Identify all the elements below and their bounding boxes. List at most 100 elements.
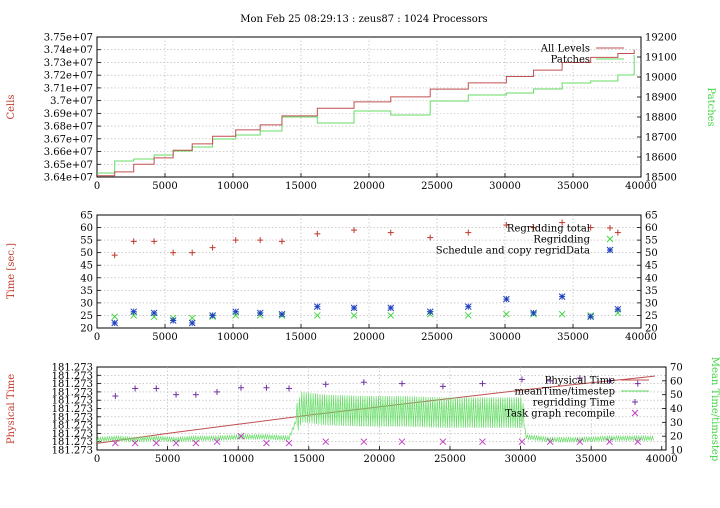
point-regridding-total [278, 238, 285, 245]
legend-label: regridding Time [533, 398, 615, 409]
point-task-graph [285, 439, 293, 447]
x-tick-label: 0 [94, 181, 100, 192]
point-schedule-copy-d2 [111, 319, 119, 327]
y2-tick-label: 10 [670, 446, 683, 457]
y-tick-label: 181.273 [52, 421, 93, 432]
panel-physical-time: 0 5000 10000 15000 20000 25000 30000 35000 40000… [6, 357, 720, 465]
legend-marker [607, 225, 613, 231]
y-tick-label: 25 [80, 311, 93, 322]
point-regridding-total [530, 224, 537, 231]
point-regridding-time [322, 381, 329, 388]
point-schedule-copy-d2 [256, 309, 264, 317]
point-regridding-d2 [387, 312, 395, 319]
y2-tick-label: 18700 [645, 133, 677, 144]
point-schedule-copy [313, 303, 321, 311]
point-regridding-total [314, 230, 321, 237]
point-schedule-copy [256, 309, 264, 317]
point-regridding-total [232, 237, 239, 244]
point-schedule-copy-d2 [426, 308, 434, 316]
y-tick-label: 3.68e+07 [44, 122, 93, 133]
point-regridding-total [559, 219, 566, 226]
point-regridding-time [132, 385, 139, 392]
point-regridding-time [634, 380, 641, 387]
point-schedule-copy-d2 [387, 304, 395, 312]
point-task-graph-d2 [192, 439, 200, 447]
point-regridding [503, 310, 510, 318]
point-regridding-d2 [464, 312, 472, 319]
y-tick-label: 50 [80, 248, 93, 259]
y-tick-label: 65 [80, 211, 93, 222]
y-tick-label: 3.75e+07 [44, 33, 93, 44]
point-schedule-copy-d2 [350, 304, 358, 312]
point-task-graph [172, 439, 180, 447]
y-tick-label: 3.66e+07 [44, 147, 93, 158]
ylabel-cells: Cells [6, 94, 17, 119]
point-regridding-total [614, 229, 621, 236]
x-tick-label: 5000 [152, 332, 177, 343]
point-regridding-time [479, 380, 486, 387]
point-task-graph-d2 [131, 439, 139, 447]
point-regridding-time [286, 385, 293, 392]
point-regridding-total [151, 238, 158, 245]
point-regridding [188, 314, 196, 322]
point-regridding-d2 [188, 314, 196, 322]
point-task-graph [518, 438, 526, 446]
point-schedule-copy [169, 317, 177, 324]
y-tick-label: 181.273 [52, 371, 93, 382]
point-task-graph [634, 438, 642, 446]
point-schedule-copy-d2 [209, 312, 216, 319]
point-task-graph [213, 438, 221, 446]
x-tick-label: 25000 [421, 332, 453, 343]
point-regridding-time [192, 391, 199, 398]
y-tick-label: 181.273 [52, 379, 93, 390]
point-task-graph-d2 [152, 439, 160, 447]
point-regridding-d2 [313, 312, 321, 319]
y2-tick-label: 50 [670, 390, 683, 401]
point-task-graph [576, 438, 584, 446]
x-tick-label: 25000 [421, 181, 453, 192]
point-regridding [313, 312, 321, 319]
point-task-graph [546, 438, 554, 446]
x-tick-label: 5000 [155, 454, 180, 465]
point-schedule-copy [150, 309, 158, 317]
y2-tick-label: 40 [645, 273, 658, 284]
point-schedule-copy [111, 319, 119, 327]
point-task-graph [398, 438, 406, 446]
y2-tick-label: 50 [645, 248, 658, 259]
point-regridding-total [465, 229, 472, 236]
point-schedule-copy-d2 [169, 317, 177, 324]
point-schedule-copy-d2 [530, 309, 537, 317]
point-schedule-copy [188, 319, 196, 327]
point-regridding-time [547, 377, 554, 384]
x-tick-label: 20000 [353, 181, 385, 192]
point-schedule-copy [209, 312, 216, 319]
y-tick-label: 60 [80, 223, 93, 234]
x-tick-label: 30000 [505, 454, 537, 465]
point-regridding [350, 312, 358, 319]
point-regridding-total [170, 249, 177, 256]
x-tick-label: 10000 [222, 454, 254, 465]
y-tick-label: 20 [80, 324, 93, 335]
point-regridding [387, 312, 395, 319]
legend-label: Regridding total [507, 224, 590, 235]
point-regridding-time [439, 383, 446, 390]
y-tick-label: 3.74e+07 [44, 45, 93, 56]
y-tick-label: 3.73e+07 [44, 58, 93, 69]
point-schedule-copy [387, 304, 395, 312]
x-tick-label: 0 [94, 332, 100, 343]
x-tick-label: 0 [94, 454, 100, 465]
x-tick-label: 40000 [646, 454, 678, 465]
legend-marker [631, 409, 639, 417]
point-regridding-total [587, 224, 594, 231]
legend-marker [606, 235, 614, 243]
y2-tick-label: 18900 [645, 93, 677, 104]
point-task-graph-d2 [322, 438, 330, 446]
x-tick-label: 30000 [489, 332, 521, 343]
x-tick-label: 30000 [489, 181, 521, 192]
y2-tick-label: 20 [670, 432, 683, 443]
point-regridding-time [153, 385, 160, 392]
point-task-graph-d2 [237, 432, 245, 440]
point-schedule-copy [130, 308, 138, 316]
y-tick-label: 3.71e+07 [44, 83, 93, 94]
legend-marker [606, 246, 614, 254]
